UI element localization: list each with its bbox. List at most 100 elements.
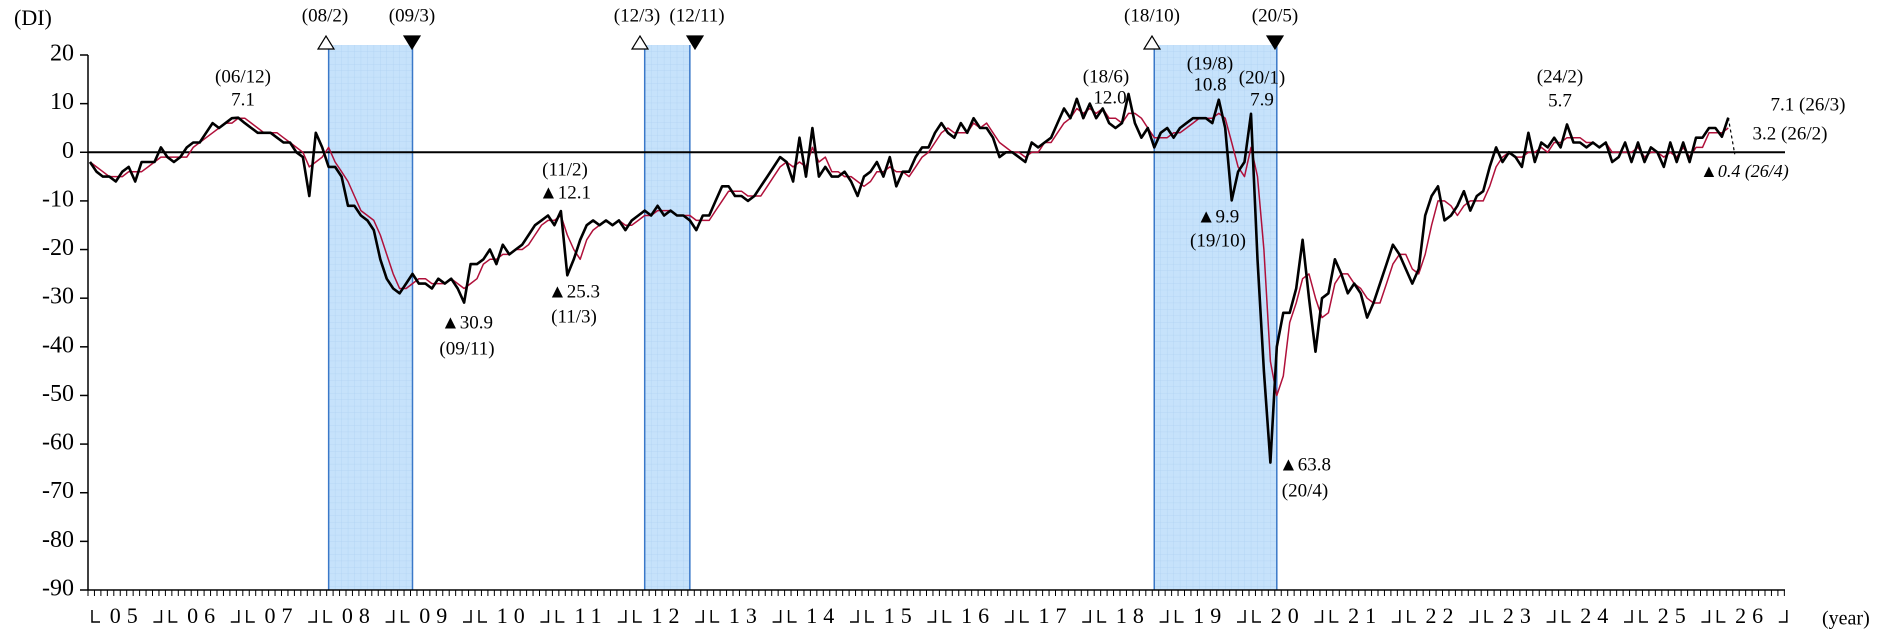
year-bracket bbox=[1716, 610, 1726, 623]
year-bracket bbox=[1701, 610, 1711, 623]
year-bracket bbox=[1778, 610, 1788, 623]
year-bracket bbox=[617, 610, 627, 623]
annotation: (12/3) bbox=[614, 5, 660, 26]
annotation: (11/2) bbox=[542, 159, 588, 180]
annotation: 12.0 bbox=[1093, 87, 1126, 108]
annotation: (08/2) bbox=[302, 5, 348, 26]
year-bracket bbox=[850, 610, 859, 623]
annotation: ▲9.9 bbox=[1197, 206, 1240, 227]
year-bracket bbox=[1252, 610, 1261, 623]
year-bracket bbox=[1624, 610, 1633, 623]
y-tick-label: -80 bbox=[42, 527, 74, 553]
series-line bbox=[88, 92, 1730, 464]
year-bracket bbox=[927, 610, 937, 623]
x-tick-label: 25 bbox=[1658, 603, 1692, 628]
year-bracket bbox=[540, 610, 550, 623]
x-tick-label: 12 bbox=[652, 603, 686, 628]
year-bracket bbox=[942, 610, 952, 623]
year-bracket bbox=[1469, 610, 1478, 623]
y-axis-label: (DI) bbox=[14, 5, 52, 30]
x-tick-label: 20 bbox=[1271, 603, 1305, 628]
y-tick-label: -90 bbox=[42, 576, 74, 602]
x-tick-label: 17 bbox=[1039, 603, 1073, 628]
annotation: ▲30.9 bbox=[441, 312, 493, 333]
shaded-period bbox=[1154, 45, 1277, 590]
x-tick-label: 07 bbox=[265, 603, 299, 628]
x-tick-label: 19 bbox=[1193, 603, 1227, 628]
year-bracket bbox=[1159, 610, 1169, 623]
x-tick-label: 10 bbox=[497, 603, 531, 628]
shaded-period bbox=[328, 45, 413, 590]
x-tick-label: 15 bbox=[884, 603, 918, 628]
outlook-line bbox=[1727, 117, 1736, 155]
annotation: 7.9 bbox=[1250, 89, 1274, 110]
annotation: (20/4) bbox=[1282, 480, 1328, 501]
annotation: (19/8) bbox=[1187, 53, 1233, 74]
year-bracket bbox=[308, 610, 317, 623]
x-tick-label: 06 bbox=[187, 603, 221, 628]
y-tick-label: 20 bbox=[50, 41, 74, 67]
annotation: ▲25.3 bbox=[548, 281, 600, 302]
annotation: (20/5) bbox=[1252, 5, 1298, 26]
year-bracket bbox=[323, 610, 333, 623]
x-tick-label: 11 bbox=[575, 603, 608, 628]
x-tick-label: 26 bbox=[1735, 603, 1769, 628]
year-bracket bbox=[1484, 610, 1494, 623]
trough-marker bbox=[1265, 35, 1285, 51]
year-bracket bbox=[1407, 610, 1416, 623]
year-bracket bbox=[1639, 610, 1648, 623]
x-tick-label: 16 bbox=[961, 603, 995, 628]
annotation: (20/1) bbox=[1239, 67, 1285, 88]
y-tick-label: -60 bbox=[42, 430, 74, 456]
x-tick-label: 22 bbox=[1426, 603, 1460, 628]
year-bracket bbox=[865, 610, 874, 623]
x-tick-label: 21 bbox=[1348, 603, 1382, 628]
year-bracket bbox=[478, 610, 487, 623]
year-bracket bbox=[385, 610, 395, 623]
year-bracket bbox=[153, 610, 163, 623]
year-bracket bbox=[1314, 610, 1324, 623]
year-bracket bbox=[1020, 610, 1029, 623]
year-bracket bbox=[772, 610, 782, 623]
annotation: (18/10) bbox=[1124, 5, 1180, 26]
x-tick-label: 09 bbox=[419, 603, 453, 628]
year-bracket bbox=[633, 610, 642, 623]
y-tick-label: 10 bbox=[50, 89, 74, 115]
annotation: 7.1 bbox=[231, 89, 255, 110]
annotation: 7.1 (26/3) bbox=[1771, 94, 1846, 115]
x-tick-label: 13 bbox=[729, 603, 763, 628]
x-tick-label: 24 bbox=[1580, 603, 1614, 628]
annotation: (12/11) bbox=[669, 5, 724, 26]
outlook-label: ▲0.4 (26/4) bbox=[1700, 161, 1789, 182]
annotation: (06/12) bbox=[215, 66, 271, 87]
year-bracket bbox=[230, 610, 240, 623]
y-tick-label: -40 bbox=[42, 332, 74, 358]
year-bracket bbox=[246, 610, 255, 623]
annotation: 3.2 (26/2) bbox=[1753, 123, 1828, 144]
year-bracket bbox=[400, 610, 410, 623]
x-axis-unit: (year) bbox=[1822, 608, 1870, 630]
year-bracket bbox=[1082, 610, 1091, 623]
annotation: (09/11) bbox=[439, 338, 494, 359]
year-bracket bbox=[1174, 610, 1184, 623]
peak-marker bbox=[316, 34, 336, 50]
peak-marker bbox=[630, 34, 650, 50]
y-tick-label: -70 bbox=[42, 478, 74, 504]
year-bracket bbox=[1561, 610, 1571, 623]
y-tick-label: 0 bbox=[62, 138, 74, 164]
annotation: ▲12.1 bbox=[539, 182, 591, 203]
year-bracket bbox=[168, 610, 178, 623]
peak-marker bbox=[1142, 34, 1162, 50]
x-tick-label: 18 bbox=[1116, 603, 1150, 628]
year-bracket bbox=[91, 610, 100, 623]
year-bracket bbox=[695, 610, 704, 623]
x-tick-label: 08 bbox=[342, 603, 376, 628]
year-bracket bbox=[787, 610, 797, 623]
year-bracket bbox=[710, 610, 720, 623]
annotation: (09/3) bbox=[389, 5, 435, 26]
trough-marker bbox=[402, 35, 422, 51]
trough-marker bbox=[685, 35, 705, 51]
year-bracket bbox=[555, 610, 565, 623]
annotation: (19/10) bbox=[1190, 230, 1246, 251]
x-tick-label: 05 bbox=[110, 603, 144, 628]
